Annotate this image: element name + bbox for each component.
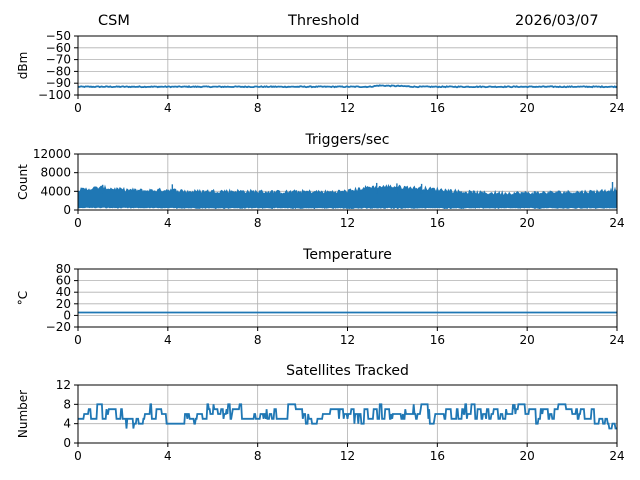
x-tick-label: 20: [520, 216, 535, 230]
header-date-label: 2026/03/07: [515, 13, 599, 29]
y-tick-label: −60: [46, 41, 71, 55]
y-tick-label: −80: [46, 64, 71, 78]
y-tick-label: 60: [56, 274, 71, 288]
y-tick-label: 8000: [40, 166, 71, 180]
x-tick-label: 4: [164, 101, 172, 115]
chart-panel-0: 0 4 8 12 16 20 24 −100−90−80−70−60−50 dBm: [16, 29, 625, 115]
x-tick-label: 12: [340, 101, 355, 115]
x-tick-label: 0: [74, 101, 82, 115]
panel-title: Satellites Tracked: [286, 363, 409, 379]
x-tick-label: 0: [74, 333, 82, 347]
y-tick-label: 0: [63, 308, 71, 322]
y-tick-label: 80: [56, 262, 71, 276]
x-tick-label: 12: [340, 216, 355, 230]
x-tick-label: 20: [520, 333, 535, 347]
y-tick-label: 20: [56, 297, 71, 311]
y-tick-label: −100: [38, 88, 71, 102]
x-tick-label: 4: [164, 216, 172, 230]
y-tick-label: 0: [63, 203, 71, 217]
x-tick-label: 8: [254, 216, 262, 230]
header-left-label: CSM: [98, 13, 130, 29]
chart-panel-3: 0 4 8 12 16 20 24 0 4 8 12 Number Satellites Tracked: [16, 363, 625, 463]
x-tick-label: 8: [254, 333, 262, 347]
x-tick-label: 8: [254, 101, 262, 115]
x-tick-label: 16: [430, 216, 445, 230]
y-axis-label: °C: [16, 291, 30, 305]
x-tick-label: 12: [340, 449, 355, 463]
x-tick-label: 0: [74, 449, 82, 463]
x-tick-label: 20: [520, 101, 535, 115]
x-tick-label: 24: [609, 333, 624, 347]
y-tick-label: −20: [46, 320, 71, 334]
y-tick-label: 4000: [40, 184, 71, 198]
x-tick-label: 8: [254, 449, 262, 463]
x-tick-label: 4: [164, 333, 172, 347]
x-tick-label: 24: [609, 449, 624, 463]
series-line: [77, 84, 618, 89]
y-axis-label: dBm: [16, 52, 30, 80]
y-axis-label: Number: [16, 390, 30, 438]
x-tick-label: 12: [340, 333, 355, 347]
x-tick-label: 4: [164, 449, 172, 463]
y-tick-label: 0: [63, 436, 71, 450]
y-tick-label: 4: [63, 417, 71, 431]
series-line: [78, 403, 617, 430]
y-tick-label: −70: [46, 53, 71, 67]
x-tick-label: 24: [609, 101, 624, 115]
x-tick-label: 16: [430, 101, 445, 115]
x-tick-label: 16: [430, 449, 445, 463]
x-tick-label: 24: [609, 216, 624, 230]
panel-title: Triggers/sec: [305, 132, 390, 148]
x-tick-label: 20: [520, 449, 535, 463]
y-tick-label: −50: [46, 29, 71, 43]
x-tick-label: 0: [74, 216, 82, 230]
y-tick-label: 12: [56, 378, 71, 392]
x-tick-label: 16: [430, 333, 445, 347]
y-tick-label: 40: [56, 285, 71, 299]
header-center-label: Threshold: [288, 13, 360, 29]
y-tick-label: 8: [63, 397, 71, 411]
y-tick-label: 12000: [33, 147, 71, 161]
panel-title: Temperature: [302, 247, 392, 263]
y-axis-label: Count: [16, 164, 30, 200]
y-tick-label: −90: [46, 76, 71, 90]
